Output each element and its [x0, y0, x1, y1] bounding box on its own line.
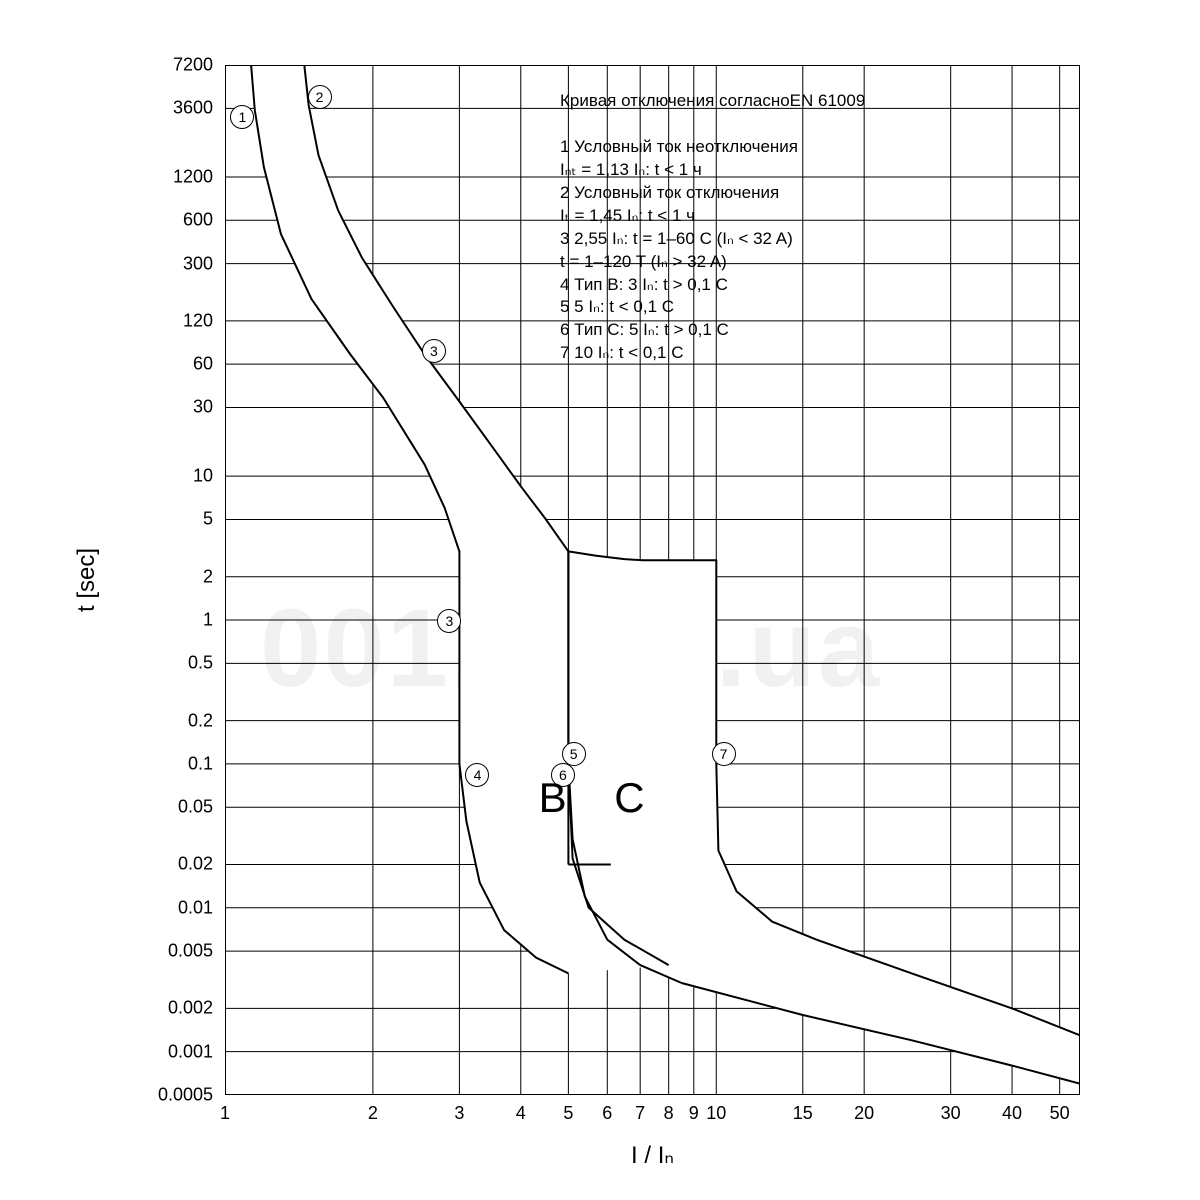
y-tick-label: 2: [203, 566, 213, 587]
x-tick-label: 4: [516, 1103, 526, 1124]
y-tick-label: 1: [203, 610, 213, 631]
y-tick-label: 0.02: [178, 854, 213, 875]
y-tick-label: 300: [183, 253, 213, 274]
band-c-fill: [568, 551, 1080, 1083]
y-tick-label: 30: [193, 397, 213, 418]
y-tick-label: 10: [193, 466, 213, 487]
legend-line: 5 5 Iₙ: t < 0,1 C: [560, 296, 865, 319]
x-tick-label: 50: [1050, 1103, 1070, 1124]
x-axis-title: I / Iₙ: [631, 1141, 674, 1170]
zone-label-B: B: [539, 774, 567, 822]
x-tick-label: 9: [689, 1103, 699, 1124]
legend-line: 3 2,55 Iₙ: t = 1–60 C (Iₙ < 32 A): [560, 228, 865, 251]
marker-5: 5: [562, 742, 586, 766]
marker-3: 3: [422, 339, 446, 363]
marker-1: 1: [230, 105, 254, 129]
y-tick-label: 0.001: [168, 1041, 213, 1062]
legend-line: Iₜ = 1,45 Iₙ: t < 1 ч: [560, 205, 865, 228]
marker-7: 7: [712, 742, 736, 766]
y-tick-label: 60: [193, 354, 213, 375]
x-tick-label: 6: [602, 1103, 612, 1124]
x-tick-label: 3: [454, 1103, 464, 1124]
legend-line: Кривая отключения согласноEN 61009: [560, 90, 865, 113]
legend-box: Кривая отключения согласноEN 61009 1 Усл…: [560, 90, 865, 365]
x-tick-label: 20: [854, 1103, 874, 1124]
legend-line: 2 Условный ток отключения: [560, 182, 865, 205]
legend-line: 7 10 Iₙ: t < 0,1 C: [560, 342, 865, 365]
x-tick-label: 2: [368, 1103, 378, 1124]
x-tick-label: 5: [563, 1103, 573, 1124]
legend-line: 4 Тип B: 3 Iₙ: t > 0,1 C: [560, 274, 865, 297]
x-tick-label: 10: [706, 1103, 726, 1124]
y-tick-label: 7200: [173, 55, 213, 76]
y-tick-label: 0.2: [188, 710, 213, 731]
x-tick-label: 1: [220, 1103, 230, 1124]
y-tick-label: 0.01: [178, 897, 213, 918]
y-tick-label: 0.1: [188, 753, 213, 774]
y-tick-label: 3600: [173, 98, 213, 119]
x-tick-label: 30: [941, 1103, 961, 1124]
y-tick-label: 600: [183, 210, 213, 231]
legend-line: t = 1–120 T (Iₙ > 32 A): [560, 251, 865, 274]
x-tick-label: 40: [1002, 1103, 1022, 1124]
legend-line: [560, 113, 865, 136]
y-axis-title: t [sec]: [73, 548, 101, 612]
y-tick-label: 0.5: [188, 653, 213, 674]
y-tick-label: 5: [203, 509, 213, 530]
marker-2: 2: [308, 85, 332, 109]
y-tick-label: 0.002: [168, 998, 213, 1019]
x-tick-label: 15: [793, 1103, 813, 1124]
legend-line: Iₙₜ = 1,13 Iₙ: t < 1 ч: [560, 159, 865, 182]
legend-line: 1 Условный ток неотключения: [560, 136, 865, 159]
zone-label-C: C: [614, 774, 644, 822]
y-tick-label: 120: [183, 310, 213, 331]
y-tick-label: 0.0005: [158, 1085, 213, 1106]
legend-line: 6 Тип C: 5 Iₙ: t > 0,1 C: [560, 319, 865, 342]
y-tick-label: 1200: [173, 166, 213, 187]
y-tick-label: 0.005: [168, 941, 213, 962]
x-tick-label: 7: [635, 1103, 645, 1124]
y-tick-label: 0.05: [178, 797, 213, 818]
x-tick-label: 8: [664, 1103, 674, 1124]
